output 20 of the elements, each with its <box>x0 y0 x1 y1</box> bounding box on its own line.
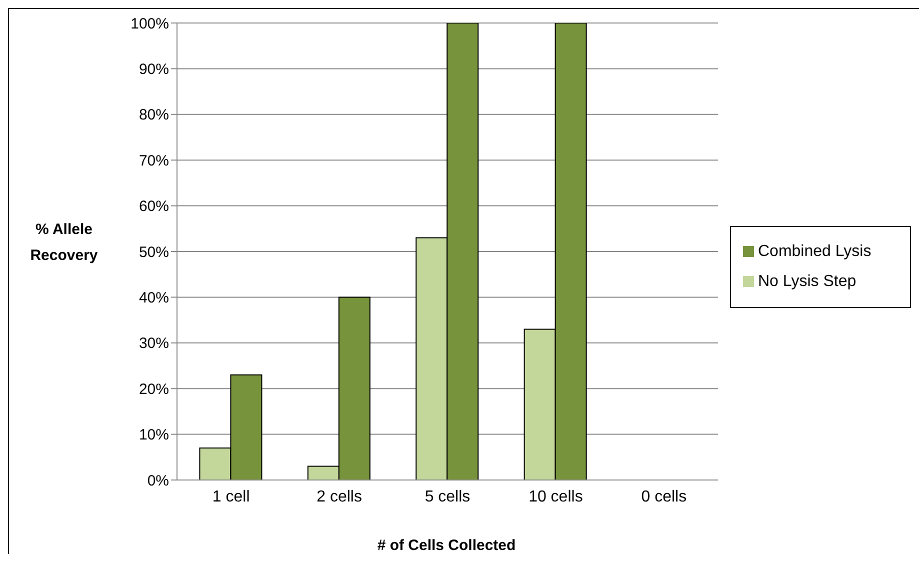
y-tick-label: 10% <box>138 426 169 444</box>
y-tick-label: 70% <box>138 152 169 170</box>
y-tick-label: 30% <box>138 335 169 352</box>
y-tick-label: 60% <box>138 198 169 216</box>
y-tick-label: 50% <box>138 244 169 261</box>
legend-label: No Lysis Step <box>758 272 856 290</box>
x-axis-title: # of Cells Collected <box>376 537 517 554</box>
y-axis-title: % Allele Recovery <box>29 220 99 266</box>
y-tick-label: 90% <box>138 61 169 78</box>
y-tick-label: 0% <box>147 472 169 490</box>
x-tick-label: 0 cells <box>641 488 687 506</box>
y-tick-label: 80% <box>138 106 169 124</box>
x-tick-label: 10 cells <box>528 488 583 506</box>
y-tick-label: 100% <box>130 15 169 32</box>
y-tick-label: 20% <box>138 380 169 398</box>
y-tick-label: 40% <box>138 290 169 307</box>
x-tick-label: 2 cells <box>316 488 362 506</box>
x-tick-label: 1 cell <box>212 488 250 506</box>
legend-label: Combined Lysis <box>758 242 872 260</box>
x-tick-label: 5 cells <box>424 488 470 506</box>
